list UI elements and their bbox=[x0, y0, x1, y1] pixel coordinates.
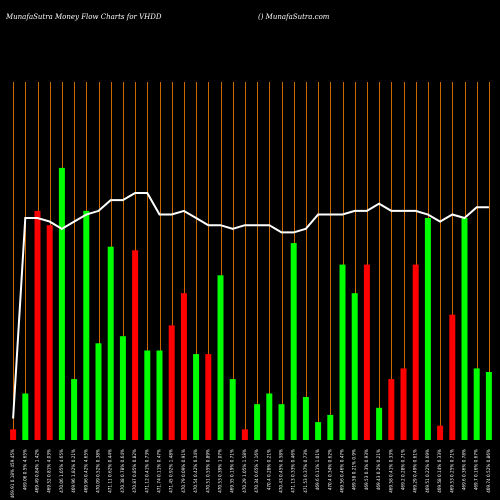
bar-down bbox=[400, 368, 407, 440]
line-path bbox=[12, 192, 489, 419]
bar-down bbox=[412, 264, 419, 440]
tick-label: 469.2 0.28% 0.71% bbox=[401, 449, 406, 490]
tick-label: 469.58 0.21% 0.9% bbox=[352, 449, 357, 490]
bar-up bbox=[266, 393, 273, 440]
tick-label: 469.74 0.52% 0.86% bbox=[486, 449, 491, 493]
tick-label: 470.43 0.45% 0.58% bbox=[279, 449, 284, 493]
tick-label: 471.11 0.62% 0.44% bbox=[108, 449, 113, 493]
bar-down bbox=[449, 314, 456, 440]
tick-label: 469.7 0.16% 0.67% bbox=[474, 449, 479, 490]
bar-up bbox=[315, 422, 322, 440]
bar-down bbox=[363, 264, 370, 440]
bar-up bbox=[83, 210, 90, 440]
tick-label: 469.58 0.14% 0.33% bbox=[437, 449, 442, 493]
bar-up bbox=[217, 275, 224, 440]
tick-label: 469.96 0.42% 4.65% bbox=[83, 449, 88, 493]
tick-label: 470.4 0.28% 0.21% bbox=[266, 449, 271, 490]
tick-label: 469.52 0.81% 4.03% bbox=[47, 449, 52, 493]
tick-label: 469.58 0.41% 0.33% bbox=[388, 449, 393, 493]
bar-up bbox=[107, 246, 114, 440]
bar-up bbox=[339, 264, 346, 440]
bar-up bbox=[290, 243, 297, 440]
tick-label: 471.45 0.92% 1.48% bbox=[169, 449, 174, 493]
bar-up bbox=[156, 350, 163, 440]
bar-down bbox=[10, 429, 17, 440]
bar-up bbox=[485, 372, 492, 440]
bar-down bbox=[34, 210, 41, 440]
bar-down bbox=[168, 325, 175, 440]
bar-up bbox=[351, 293, 358, 440]
tick-label: 471.13 0.33% 0.46% bbox=[291, 449, 296, 493]
bar-up bbox=[327, 414, 334, 440]
tick-label: 471.74 0.11% 0.47% bbox=[157, 449, 162, 493]
tick-label: 470.53 0.39% 1.07% bbox=[218, 449, 223, 493]
bar-down bbox=[132, 250, 139, 440]
tick-label: 470.29 1.05% 1.58% bbox=[242, 449, 247, 493]
tick-label: 469.35 0.19% 0.71% bbox=[230, 449, 235, 493]
site-credit: () MunafaSutra.com bbox=[258, 13, 330, 21]
x-tick-labels: 469.91 0.18% 459.45% 469.06 0.5% 4.65% 469… bbox=[10, 449, 491, 498]
tick-label: 470.06 1.05% 4.65% bbox=[59, 449, 64, 493]
bar-up bbox=[95, 343, 102, 440]
tick-label: 469.51 0.22% 0.69% bbox=[425, 449, 430, 493]
tick-label: 470.38 0.78% 0.64% bbox=[120, 449, 125, 493]
tick-label: 469.43 0.2% 0.21% bbox=[376, 449, 381, 490]
bar-up bbox=[71, 379, 78, 440]
bar-up bbox=[119, 336, 126, 440]
bar-up bbox=[193, 354, 200, 440]
tick-label: 470.51 0.55% 0.89% bbox=[205, 449, 210, 493]
bar-up bbox=[144, 350, 151, 440]
tick-label: 471.53 0.37% 0.73% bbox=[303, 449, 308, 493]
tick-label: 469.53 0.25% 0.71% bbox=[449, 449, 454, 493]
bar-up bbox=[22, 393, 29, 440]
bar-up bbox=[461, 218, 468, 440]
tick-label: 471.12 0.41% 0.73% bbox=[144, 449, 149, 493]
bar-up bbox=[302, 397, 309, 440]
bar-down bbox=[241, 429, 248, 440]
line-series bbox=[12, 192, 489, 419]
tick-label: 470.54 0.42% 0.34% bbox=[193, 449, 198, 493]
tick-label: 470.79 0.09% 0.91% bbox=[181, 449, 186, 493]
tick-label: 469.49 0.84% 1.42% bbox=[35, 449, 40, 493]
bar-down bbox=[437, 425, 444, 440]
tick-label: 470.34 0.65% 1.16% bbox=[254, 449, 259, 493]
bar-up bbox=[229, 379, 236, 440]
bar-up bbox=[424, 218, 431, 440]
tick-label: 470.09 0.52% 0.38% bbox=[96, 449, 101, 493]
chart-title: MunafaSutra Money Flow Charts for VHDD bbox=[6, 13, 162, 21]
tick-label: 470.4 0.34% 0.62% bbox=[327, 449, 332, 490]
bar-down bbox=[46, 225, 53, 440]
bar-up bbox=[254, 404, 261, 440]
tick-label: 469.06 0.5% 4.65% bbox=[22, 449, 27, 490]
tick-label: 469.6 0.11% 1.01% bbox=[315, 449, 320, 490]
bar-up bbox=[278, 404, 285, 440]
bar-up bbox=[376, 407, 383, 440]
tick-label: 470.87 0.85% 0.82% bbox=[132, 449, 137, 493]
bar-down bbox=[388, 379, 395, 440]
tick-label: 469.56 0.46% 0.47% bbox=[340, 449, 345, 493]
tick-label: 469.96 1.82% 0.21% bbox=[71, 449, 76, 493]
bar-series bbox=[10, 167, 492, 440]
bar-down bbox=[205, 354, 212, 440]
tick-label: 469.53 0.3% 0.93% bbox=[364, 449, 369, 490]
tick-label: 469.29 0.49% 0.61% bbox=[413, 449, 418, 493]
tick-label: 469.6 0.36% 0.78% bbox=[462, 449, 467, 490]
bar-up bbox=[473, 368, 480, 440]
bar-up bbox=[58, 167, 65, 440]
bar-down bbox=[180, 293, 187, 440]
tick-label: 469.91 0.18% 459.45% bbox=[10, 449, 15, 498]
